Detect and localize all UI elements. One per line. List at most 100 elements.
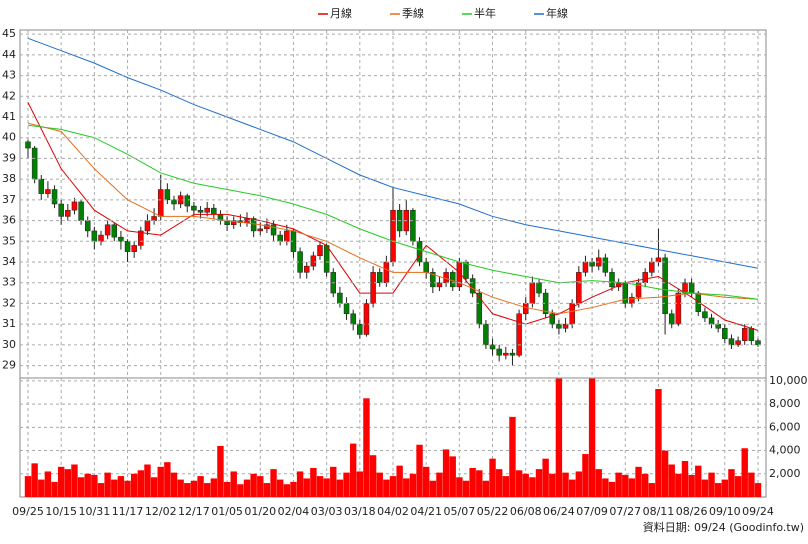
candle-body (662, 257, 668, 315)
y-tick-label: 37 (2, 193, 16, 206)
candle-body (144, 220, 151, 232)
volume-bar (117, 476, 125, 497)
candle-body (45, 189, 51, 194)
legend-label: 年線 (546, 6, 568, 20)
candle-body (576, 272, 582, 304)
volume-bar (588, 378, 596, 497)
candle-body (476, 292, 483, 325)
volume-bar (403, 478, 410, 497)
volume-bar (137, 470, 145, 497)
candle-body (84, 220, 91, 232)
candle-body (536, 282, 542, 294)
candle-body (642, 272, 648, 283)
volume-bar (409, 473, 417, 497)
volume-bar (290, 481, 297, 497)
volume-bar (602, 478, 609, 497)
candle-body (337, 292, 343, 304)
volume-bar (217, 445, 224, 497)
candle-body (317, 245, 323, 257)
x-tick-label: 09/24 (742, 505, 774, 518)
candle-body (489, 344, 496, 350)
volume-bar (476, 470, 483, 497)
volume-bar (628, 478, 636, 497)
volume-bar (124, 480, 131, 497)
volume-bar (462, 480, 470, 497)
y-tick-label: 34 (2, 255, 16, 268)
x-tick-label: 09/25 (12, 505, 44, 518)
candle-body (741, 328, 748, 341)
y-tick-label: 2,000 (769, 467, 801, 480)
candle-body (702, 311, 708, 319)
volume-bar (64, 469, 72, 497)
candle-body (138, 230, 144, 246)
candle-body (383, 261, 390, 283)
volume-bar (97, 483, 105, 497)
x-tick-label: 03/18 (344, 505, 376, 518)
candle-body (675, 292, 682, 325)
volume-bar (549, 473, 556, 497)
candle-body (91, 230, 98, 242)
y-tick-label: 30 (2, 338, 16, 351)
volume-bar (104, 472, 111, 497)
candle-body (370, 272, 376, 304)
candle-body (350, 313, 356, 325)
y-tick-label: 44 (2, 48, 16, 61)
candle-body (722, 328, 728, 339)
x-tick-label: 12/02 (145, 505, 177, 518)
candle-body (131, 245, 137, 252)
candle-body (503, 352, 509, 356)
volume-bar (688, 474, 695, 497)
volume-bar (442, 449, 450, 497)
candle-body (363, 303, 370, 335)
y-tick-label: 29 (2, 359, 16, 372)
x-tick-label: 02/04 (278, 505, 310, 518)
x-tick-label: 04/21 (410, 505, 442, 518)
volume-bar (675, 473, 682, 497)
volume-bar (635, 466, 642, 497)
volume-bar (668, 464, 675, 497)
volume-bar (608, 481, 616, 497)
ma-line (27, 37, 759, 269)
x-tick-label: 09/10 (709, 505, 741, 518)
volume-bar (568, 479, 576, 497)
volume-bar (575, 471, 583, 497)
volume-bar (396, 465, 403, 497)
candle-body (483, 323, 489, 346)
candle-body (25, 141, 31, 149)
candle-body (376, 272, 383, 283)
volume-bar (515, 470, 523, 497)
volume-bar (489, 458, 496, 497)
y-tick-label: 45 (2, 27, 16, 40)
volume-bar (376, 472, 383, 497)
x-tick-label: 07/09 (576, 505, 608, 518)
x-tick-label: 11/17 (112, 505, 144, 518)
y-tick-label: 41 (2, 110, 16, 123)
volume-bar (150, 477, 158, 497)
volume-bar (330, 466, 337, 497)
volume-bar (509, 416, 516, 497)
x-tick-label: 06/24 (543, 505, 575, 518)
candle-body (104, 224, 111, 236)
candle-body (708, 317, 715, 325)
volume-bar (369, 455, 377, 497)
volume-bar (422, 466, 430, 497)
y-tick-label: 33 (2, 276, 16, 289)
x-tick-label: 05/22 (477, 505, 509, 518)
candle-body (31, 147, 38, 180)
y-tick-label: 6,000 (769, 420, 801, 433)
y-tick-label: 4,000 (769, 444, 801, 457)
candle-body (509, 352, 516, 356)
candle-body (250, 218, 257, 232)
volume-bar (210, 478, 218, 497)
volume-bar (555, 378, 563, 497)
volume-bar (230, 471, 237, 497)
volume-bar (734, 476, 742, 497)
candle-body (284, 230, 290, 242)
y-tick-label: 32 (2, 296, 16, 309)
y-tick-label: 39 (2, 151, 16, 164)
candle-body (124, 241, 131, 252)
volume-bar (383, 479, 390, 497)
candle-body (230, 220, 237, 225)
volume-bar (190, 480, 198, 497)
volume-bar (263, 483, 271, 497)
